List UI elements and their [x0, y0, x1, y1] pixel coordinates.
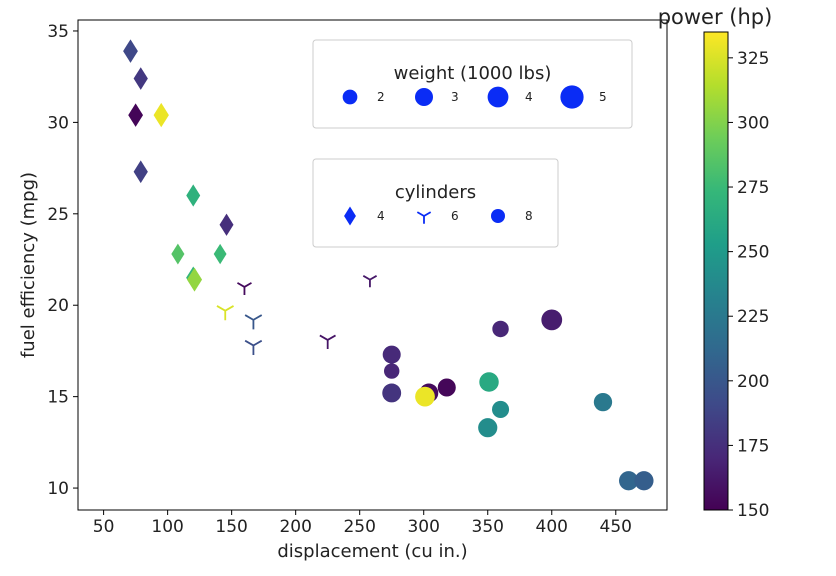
data-point: [216, 305, 234, 321]
data-point: [123, 39, 138, 63]
data-point: [219, 213, 234, 236]
data-point: [618, 471, 639, 491]
x-axis-label: displacement (cu in.): [277, 541, 467, 562]
colorbar-tick-label: 150: [737, 501, 769, 521]
legend-size-marker: [414, 87, 434, 107]
data-point: [244, 314, 263, 330]
data-point: [362, 275, 378, 288]
x-axis-ticks: 50 100 150 200 250 300 350 400 450: [93, 510, 632, 537]
data-point: [237, 282, 252, 296]
x-tick-label: 450: [600, 517, 632, 537]
legend-entry-label: 4: [525, 90, 533, 104]
legend-size-marker: [560, 85, 584, 109]
colorbar-gradient: [703, 31, 729, 511]
colorbar-ticks: 150 175 200 225 250 275 300 325: [728, 49, 769, 521]
y-tick-label: 35: [47, 22, 69, 42]
data-point: [479, 372, 499, 392]
data-point: [478, 418, 498, 438]
colorbar: 150 175 200 225 250 275 300 325 power (hp): [658, 5, 773, 521]
x-tick-label: 250: [343, 517, 375, 537]
data-point: [213, 243, 227, 265]
legend-entry-label: 4: [377, 209, 385, 223]
y-tick-label: 10: [47, 479, 69, 499]
colorbar-tick-label: 225: [737, 307, 769, 327]
legend-entry-label: 6: [451, 209, 459, 223]
colorbar-tick-label: 275: [737, 178, 769, 198]
data-point: [133, 160, 148, 184]
data-point: [319, 334, 336, 350]
x-tick-label: 200: [279, 517, 311, 537]
legend-cylinder-marker: [416, 211, 432, 224]
legend-entry-label: 8: [525, 209, 533, 223]
y-tick-label: 15: [47, 388, 69, 408]
data-point: [171, 243, 185, 265]
y-axis-ticks: 10 15 20 25 30 35: [47, 22, 78, 499]
data-point: [491, 400, 510, 418]
cylinders-legend-title: cylinders: [395, 182, 476, 203]
data-point: [186, 267, 203, 292]
legend-entry-label: 2: [377, 90, 385, 104]
colorbar-tick-label: 200: [737, 372, 769, 392]
colorbar-tick-label: 325: [737, 49, 769, 69]
legend-entry-label: 5: [599, 90, 607, 104]
data-point: [382, 383, 402, 403]
data-point: [133, 67, 148, 90]
x-tick-label: 400: [536, 517, 568, 537]
colorbar-title: power (hp): [658, 5, 773, 29]
data-point: [153, 102, 169, 128]
x-tick-label: 300: [407, 517, 439, 537]
weight-legend-title: weight (1000 lbs): [394, 63, 552, 84]
weight-legend-box: [312, 39, 633, 129]
colorbar-tick-label: 175: [737, 436, 769, 456]
data-point: [186, 184, 201, 207]
weight-legend: weight (1000 lbs) 2 3 4 5: [312, 39, 633, 129]
data-points: [123, 39, 654, 491]
y-tick-label: 25: [47, 205, 69, 225]
data-point: [382, 345, 401, 364]
data-point: [593, 392, 613, 412]
x-tick-label: 100: [151, 517, 183, 537]
legend-cylinder-marker: [344, 206, 356, 226]
data-point: [128, 103, 144, 127]
data-point: [437, 378, 456, 397]
legend-cylinder-marker: [491, 209, 505, 223]
x-tick-label: 350: [472, 517, 504, 537]
data-point: [415, 386, 435, 407]
cylinders-legend-box: [312, 158, 559, 248]
legend-size-marker: [342, 89, 358, 105]
data-point: [634, 471, 654, 491]
legend-entry-label: 3: [451, 90, 459, 104]
data-point: [244, 339, 263, 356]
x-tick-label: 50: [93, 517, 115, 537]
x-tick-label: 150: [215, 517, 247, 537]
y-tick-label: 30: [47, 113, 69, 133]
legend-size-marker: [487, 86, 509, 108]
y-axis-label: fuel efficiency (mpg): [18, 172, 39, 358]
cylinders-legend: cylinders 4 6 8: [312, 158, 559, 248]
data-point: [492, 320, 509, 338]
plot-frame: [77, 19, 668, 511]
data-point: [541, 309, 563, 331]
y-tick-label: 20: [47, 296, 69, 316]
colorbar-tick-label: 250: [737, 243, 769, 263]
data-point: [383, 363, 400, 379]
colorbar-tick-label: 300: [737, 113, 769, 133]
